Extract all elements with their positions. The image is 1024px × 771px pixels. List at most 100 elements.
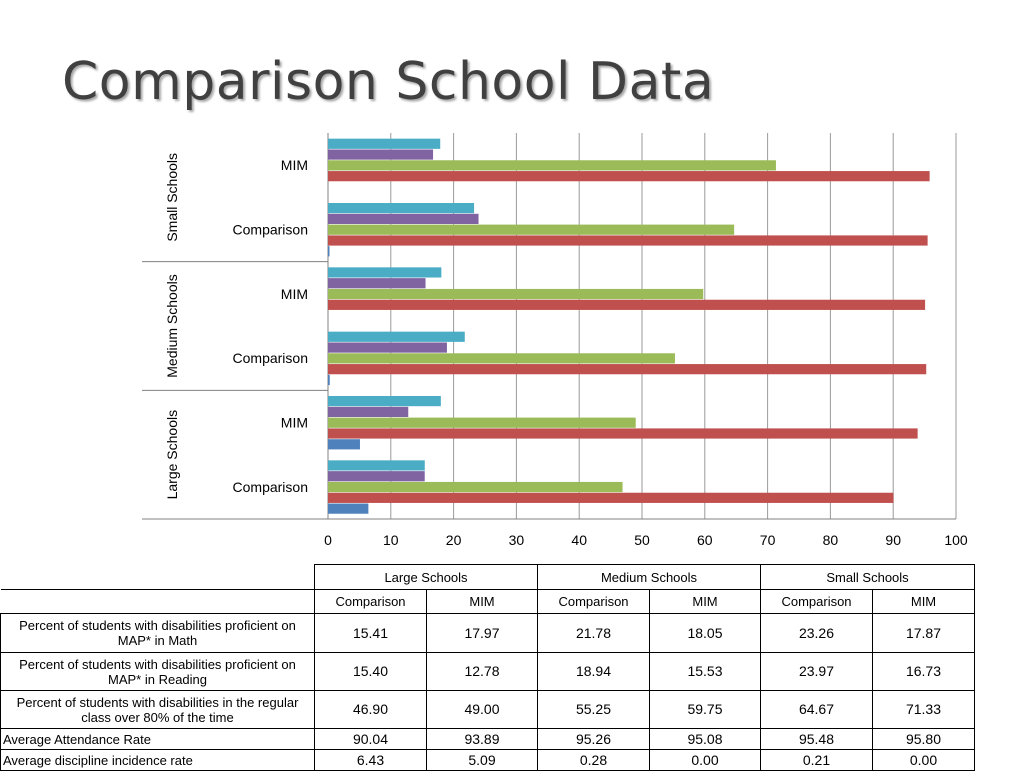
category-label: MIM	[281, 286, 308, 302]
bar	[328, 374, 330, 386]
table-row-label: Percent of students with disabilities pr…	[0, 652, 315, 691]
bar	[328, 364, 927, 375]
bar	[328, 138, 441, 149]
table-cell: 90.04	[314, 728, 427, 750]
table-cell: 93.89	[426, 728, 538, 750]
table-row: Percent of students with disabilities pr…	[0, 613, 975, 653]
group-label: Small Schools	[164, 153, 180, 242]
table-cell: 59.75	[649, 690, 761, 729]
table-cell: 6.43	[314, 749, 427, 771]
table-subheader: MIM	[426, 589, 538, 614]
table-group-header: Large Schools	[314, 564, 538, 590]
table-cell: 17.87	[872, 613, 975, 653]
x-tick-label: 10	[383, 532, 399, 548]
bar	[328, 149, 434, 160]
table-cell: 95.48	[760, 728, 873, 750]
table-subheader: Comparison	[537, 589, 650, 614]
bar	[328, 267, 442, 278]
bar	[328, 246, 330, 257]
table-subheader: Comparison	[314, 589, 427, 614]
table-row-label: Percent of students with disabilities in…	[0, 690, 315, 729]
table-row: Average discipline incidence rate 6.43 5…	[0, 749, 975, 771]
bar	[328, 213, 479, 224]
bar	[328, 428, 918, 439]
category-label: MIM	[281, 415, 308, 431]
group-label: Medium Schools	[164, 274, 180, 378]
bar	[328, 406, 409, 417]
x-tick-label: 80	[823, 532, 839, 548]
table-cell: 0.00	[872, 749, 975, 771]
bar	[328, 235, 928, 246]
table-row: Average Attendance Rate 90.04 93.89 95.2…	[0, 728, 975, 750]
x-tick-label: 30	[509, 532, 525, 548]
category-label: Comparison	[233, 350, 308, 366]
table-subheader-row: Comparison MIM Comparison MIM Comparison…	[0, 589, 975, 614]
bar	[328, 278, 426, 289]
table-cell: 15.41	[314, 613, 427, 653]
table-cell: 71.33	[872, 690, 975, 729]
table-row-label: Percent of students with disabilities pr…	[0, 613, 315, 653]
table-cell: 0.21	[760, 749, 873, 771]
table-group-header-row: Large Schools Medium Schools Small Schoo…	[0, 564, 975, 590]
bar	[328, 471, 425, 482]
group-label: Large Schools	[164, 410, 180, 500]
table-cell: 49.00	[426, 690, 538, 729]
bar	[328, 396, 441, 407]
table-subheader: Comparison	[760, 589, 873, 614]
table-cell: 55.25	[537, 690, 650, 729]
table-group-header: Medium Schools	[537, 564, 761, 590]
bar-chart: 0 10 20 30 40 50 60 70 80 90 100 Large Schools Compa…	[142, 133, 968, 548]
x-tick-label: 60	[697, 532, 713, 548]
bar	[328, 224, 735, 235]
table-corner-cell	[0, 589, 315, 614]
table-corner-cell	[0, 564, 315, 590]
x-tick-label: 100	[944, 532, 968, 548]
x-tick-label: 20	[446, 532, 462, 548]
bar	[328, 288, 704, 300]
table-cell: 21.78	[537, 613, 650, 653]
bar	[328, 492, 894, 503]
table-cell: 0.00	[649, 749, 761, 771]
bar	[328, 299, 926, 310]
table-cell: 95.08	[649, 728, 761, 750]
table-cell: 23.26	[760, 613, 873, 653]
data-table: Large Schools Medium Schools Small Schoo…	[0, 564, 975, 771]
bar	[328, 481, 623, 493]
x-tick-label: 90	[885, 532, 901, 548]
x-tick-label: 40	[571, 532, 587, 548]
x-tick-label: 70	[760, 532, 776, 548]
bar	[328, 460, 425, 471]
category-label: Comparison	[233, 222, 308, 238]
table-row-label: Average Attendance Rate	[0, 728, 315, 750]
slide-title: Comparison School Data	[62, 52, 715, 112]
table-row: Percent of students with disabilities pr…	[0, 652, 975, 691]
category-label: MIM	[281, 157, 308, 173]
bar	[328, 439, 360, 450]
bar	[328, 503, 369, 514]
table-subheader: MIM	[649, 589, 761, 614]
bar	[328, 417, 636, 428]
bar	[328, 203, 475, 214]
table-subheader: MIM	[872, 589, 975, 614]
table-cell: 16.73	[872, 652, 975, 691]
table-cell: 15.53	[649, 652, 761, 691]
table-cell: 17.97	[426, 613, 538, 653]
table-cell: 15.40	[314, 652, 427, 691]
table-cell: 18.94	[537, 652, 650, 691]
table-cell: 95.80	[872, 728, 975, 750]
bar	[328, 171, 930, 182]
table-cell: 46.90	[314, 690, 427, 729]
table-cell: 18.05	[649, 613, 761, 653]
bar	[328, 160, 776, 171]
table-row: Percent of students with disabilities in…	[0, 690, 975, 729]
bar	[328, 342, 447, 353]
x-tick-label: 50	[634, 532, 650, 548]
bar	[328, 331, 465, 342]
bar	[328, 353, 675, 364]
table-cell: 64.67	[760, 690, 873, 729]
table-cell: 95.26	[537, 728, 650, 750]
table-cell: 0.28	[537, 749, 650, 771]
table-row-label: Average discipline incidence rate	[0, 749, 315, 771]
table-cell: 23.97	[760, 652, 873, 691]
table-cell: 5.09	[426, 749, 538, 771]
